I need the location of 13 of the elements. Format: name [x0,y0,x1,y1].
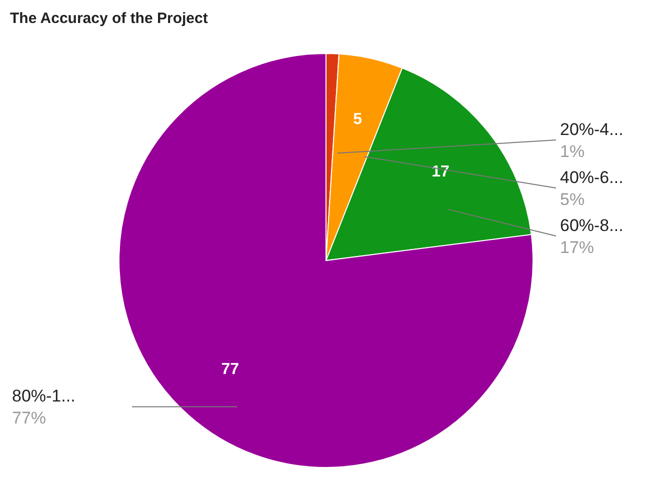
data-label: 77 [221,361,240,378]
text: 77% [12,408,46,428]
slice-label: 20%-4... [560,120,624,139]
slice-label: 40%-6... [560,168,624,187]
slice-label: 80%-1... [12,386,76,406]
text: 5% [560,190,585,209]
slice-label: 60%-8... [560,216,624,235]
data-label: 5 [353,111,362,128]
text: 17% [560,238,594,257]
text: 1% [560,142,585,161]
data-label: 17 [432,164,450,181]
chart-title: The Accuracy of the Project [10,10,208,27]
pie-slice [118,53,534,468]
